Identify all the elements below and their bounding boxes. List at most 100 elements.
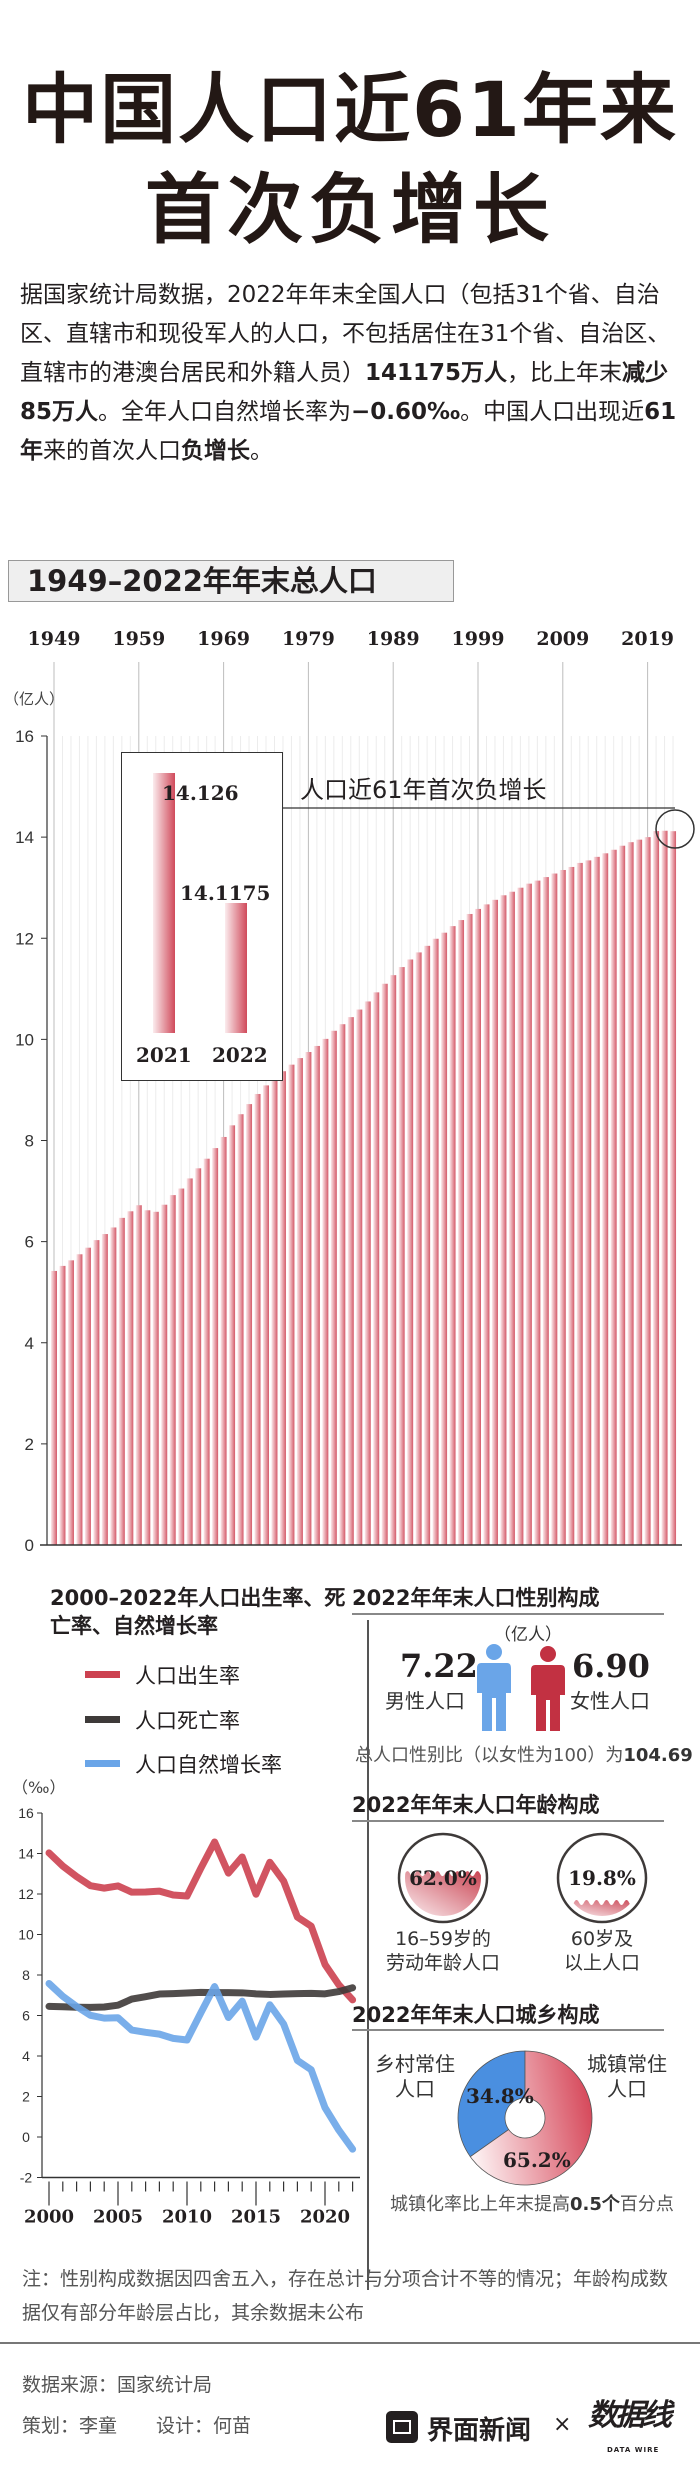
bar-x-tick-label: 2019 [621,628,675,650]
bar-2015 [610,849,617,1545]
bar-1993 [424,945,431,1545]
bar-1950 [59,1265,66,1545]
series-line-birth-rate [45,1838,357,2004]
bar-y-unit: （亿人） [4,690,65,708]
brand-datawire-sub: DATA WIRE [607,2446,660,2454]
age-gauge-0: 62.0% [397,1832,489,1924]
line-y-tick-label: -2 [20,2170,33,2186]
bar-y-tick-label: 0 [25,1536,34,1555]
line-x-tick-label: 2005 [93,2207,143,2228]
inset-bar-2021 [153,773,175,1033]
bar-1991 [407,959,414,1545]
legend-label: 人口死亡率 [135,1708,240,1733]
line-x-tick-label: 2010 [162,2207,212,2228]
line-x-tick-label: 2000 [24,2207,74,2228]
bar-1970 [229,1125,236,1545]
gender-title: 2022年年末人口性别构成 [352,1586,600,1610]
bar-x-tick-label: 1959 [112,628,166,650]
bar-1957 [118,1217,125,1545]
bar-1979 [305,1052,312,1545]
bar-y-tick-label: 8 [25,1132,34,1151]
rural-label: 乡村常住 人口 [375,2052,455,2101]
bar-x-tick-label: 1979 [281,628,335,650]
bar-1998 [466,913,473,1545]
inset-label-2022: 2022 [212,1043,268,1067]
line-y-tick-label: 4 [22,2048,30,2064]
male-label: 男性人口 [385,1689,465,1713]
bar-1972 [246,1104,253,1545]
bar-1973 [254,1093,261,1545]
bar-2013 [593,856,600,1545]
annotation-negative-growth: 人口近61年首次负增长 [300,776,547,804]
age-gauge-1: 19.8% [556,1832,648,1924]
bar-1994 [432,938,439,1545]
bar-2002 [500,895,507,1545]
donut-slice-rural [457,2050,526,2158]
bar-1967 [203,1158,210,1545]
bar-1953 [84,1247,91,1545]
bar-1975 [271,1077,278,1545]
bar-y-tick-label: 14 [15,828,34,847]
bar-2010 [568,866,575,1545]
bar-1980 [313,1045,320,1545]
bar-2003 [508,891,515,1545]
bar-1974 [263,1085,269,1545]
bar-2019 [644,837,651,1545]
bar-2004 [517,887,524,1545]
bar-2006 [534,880,541,1545]
urban-rule [352,2029,664,2031]
line-y-tick-label: 0 [22,2129,30,2145]
bar-y-tick-label: 16 [15,727,34,746]
age-label-elderly: 60岁及 以上人口 [563,1928,640,1974]
age-title: 2022年年末人口年龄构成 [352,1793,600,1817]
rural-value: 34.8% [466,2084,534,2108]
urban-rural-donut [457,2050,593,2186]
bar-1960 [144,1210,151,1545]
age-label-working: 16–59岁的 劳动年龄人口 [385,1928,500,1974]
male-value: 7.22 [400,1647,478,1685]
legend-swatch [85,1715,120,1723]
bar-1962 [161,1204,168,1545]
bar-1955 [101,1234,108,1545]
line-y-tick-label: 2 [22,2089,30,2105]
bar-y-tick-label: 4 [25,1334,34,1353]
bar-x-tick-label: 1989 [366,628,420,650]
inset-value-2021: 14.126 [162,781,239,805]
age-rule [352,1820,664,1822]
bar-1966 [195,1168,202,1545]
line-y-tick-label: 16 [18,1805,34,1821]
female-value: 6.90 [572,1647,650,1685]
rates-line-chart: -2 0 2 4 6 8 10 12 14 16 2000 2005 2010 2015 2020 [18,1805,360,2228]
inset-bar-2022 [225,903,247,1033]
bar-1961 [152,1211,159,1545]
bar-1992 [415,952,422,1545]
bar-2008 [551,873,558,1545]
bar-2007 [542,877,549,1545]
footnote: 注：性别构成数据因四舍五入，存在总计与分项合计不等的情况；年龄构成数据仅有部分年… [22,2268,669,2324]
series-line-death-rate [45,1984,357,2011]
line-y-tick-label: 10 [18,1927,34,1943]
bar-2017 [627,842,634,1545]
bar-1982 [330,1030,337,1545]
bar-1989 [390,975,397,1545]
age-circle-outline [397,1832,489,1924]
bar-2018 [636,839,643,1545]
population-bar-chart: 0 2 4 6 8 10 12 14 16 [15,662,695,1555]
bar-2000 [483,904,490,1545]
legend-swatch [85,1760,120,1767]
bar-1952 [76,1254,83,1545]
bar-1985 [356,1009,363,1545]
bar-1958 [127,1211,134,1545]
bar-x-tick-label: 1999 [451,628,505,650]
bar-2011 [576,862,583,1545]
urban-title: 2022年年末人口城乡构成 [352,2003,600,2027]
column-divider [367,1620,369,2290]
bar-1964 [178,1188,185,1545]
legend-label: 人口出生率 [135,1664,240,1688]
inset-label-2021: 2021 [136,1043,192,1067]
brand-jiemian: 界面新闻 [427,2416,532,2446]
bar-1969 [220,1136,227,1545]
legend-swatch [85,1671,120,1678]
page-title-line2: 首次负增长 [145,165,555,254]
line-y-tick-label: 12 [18,1886,34,1902]
